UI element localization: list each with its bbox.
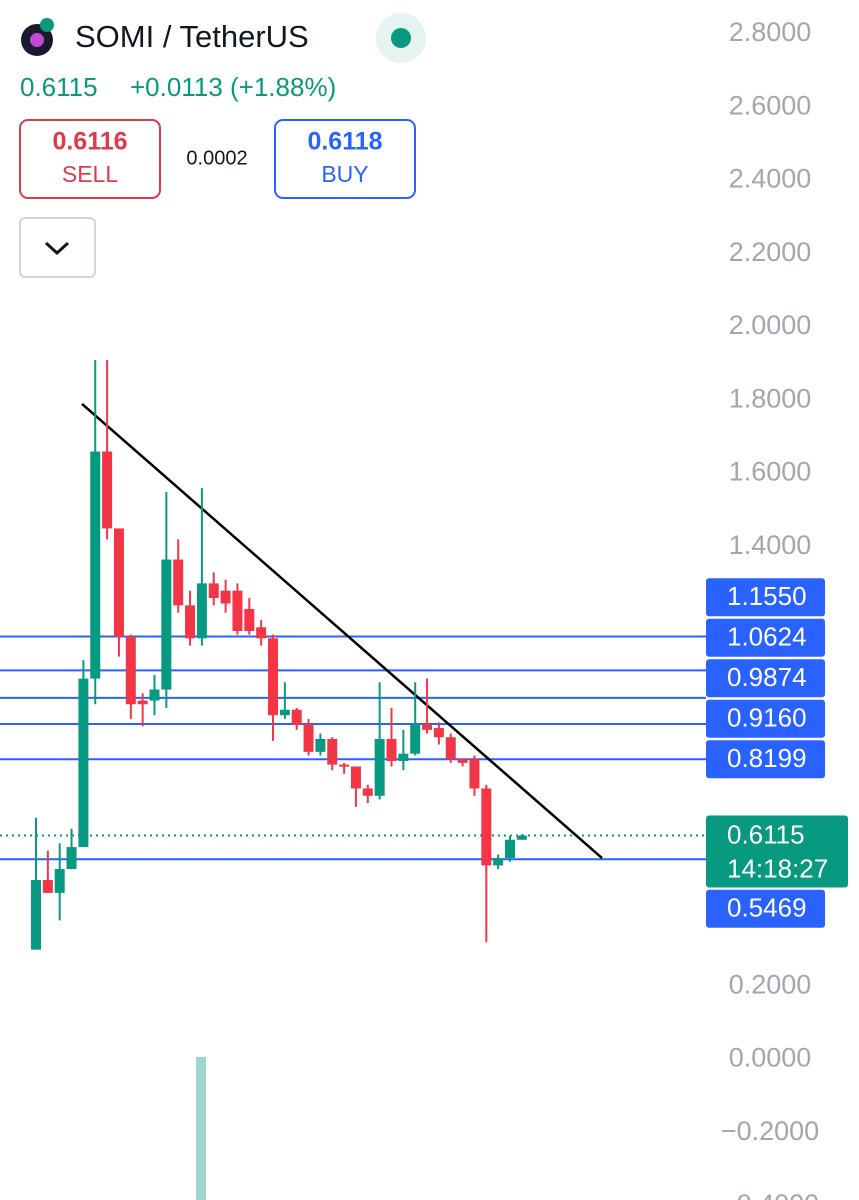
level-label: 0.9874 [727,662,807,692]
candle-body [386,739,397,762]
candle-body [54,869,65,893]
candle-body [149,689,160,701]
candle-body [102,451,113,529]
level-box [706,659,825,698]
candle-body [327,739,338,765]
level-label: 1.0624 [727,622,807,652]
level-box [706,889,825,928]
tether-badge [40,18,54,32]
candle-body [268,638,278,716]
y-tick-label: 1.4000 [729,530,812,560]
last-price-box [706,815,848,888]
y-tick-label: 2.4000 [729,164,812,194]
candle-body [339,764,350,767]
buy-label: BUY [321,161,368,187]
candle-body [137,700,148,705]
level-box [706,699,825,738]
level-label: 0.9160 [727,703,807,733]
level-box [706,618,825,657]
level-label: 0.5469 [727,893,807,923]
candle-body [66,847,77,870]
candle-body [469,759,480,789]
countdown: 14:18:27 [727,853,828,883]
y-tick-label: 1.6000 [729,457,812,487]
y-tick-label: −0.2000 [721,1116,819,1146]
price-change: +0.0113 (+1.88%) [130,72,336,102]
candle-body [244,609,255,631]
candle-body [161,559,172,690]
candle-body [433,728,444,738]
candle-body [208,583,219,599]
candle-body [90,451,101,679]
candle-body [374,739,385,796]
candle-body [291,709,302,725]
candle-body [362,788,373,796]
volume-bar [196,1057,206,1200]
y-tick-label: 2.6000 [729,90,812,120]
candle-body [196,583,207,639]
candle-body [315,739,326,752]
trendline [81,402,603,860]
y-tick-label: 0.0000 [729,1043,812,1073]
candle-body [31,880,41,950]
y-tick-label: 1.8000 [729,383,812,413]
dropdown[interactable] [19,217,96,278]
coin-icon-core [30,33,44,47]
sell-price: 0.6116 [52,128,127,156]
candle-body [445,737,456,760]
sell-button[interactable] [19,119,161,199]
level-label: 1.1550 [727,581,807,611]
y-tick-label: 2.8000 [729,17,812,47]
level-label: 0.8199 [727,743,807,773]
status-dot [391,28,411,48]
candle-body [78,678,89,848]
candle-body [279,709,290,716]
sell-label: SELL [62,161,118,187]
spread: 0.0002 [186,147,247,169]
candle-body [493,858,504,866]
level-box [706,578,825,617]
chevron [44,241,70,256]
candle-body [125,636,136,705]
y-tick-label: 2.0000 [729,310,812,340]
last-price: 0.6115 [20,72,98,102]
candle-body [398,753,409,762]
candle-body [505,839,515,859]
candle-body [422,724,433,730]
y-tick-label: 2.2000 [729,237,812,267]
candle-body [220,590,231,604]
candle-body [42,880,53,893]
candle-body [457,759,468,763]
candle-body [185,605,196,639]
candle-body [173,559,184,606]
last-price-label: 0.6115 [727,819,805,849]
candle-body [481,788,492,866]
symbol: SOMI / TetherUS [75,19,309,54]
y-tick-label: 0.2000 [729,969,812,999]
candle-body [256,627,267,639]
candle-body [516,835,527,840]
y-tick-label: −0.4000 [721,1189,819,1200]
candle-body [350,766,361,789]
level-box [706,740,825,779]
buy-price: 0.6118 [307,128,382,156]
candle-body [410,724,421,754]
candle-body [303,724,314,752]
buy-button[interactable] [274,119,416,199]
candle-body [232,590,243,631]
candle-body [113,528,124,637]
